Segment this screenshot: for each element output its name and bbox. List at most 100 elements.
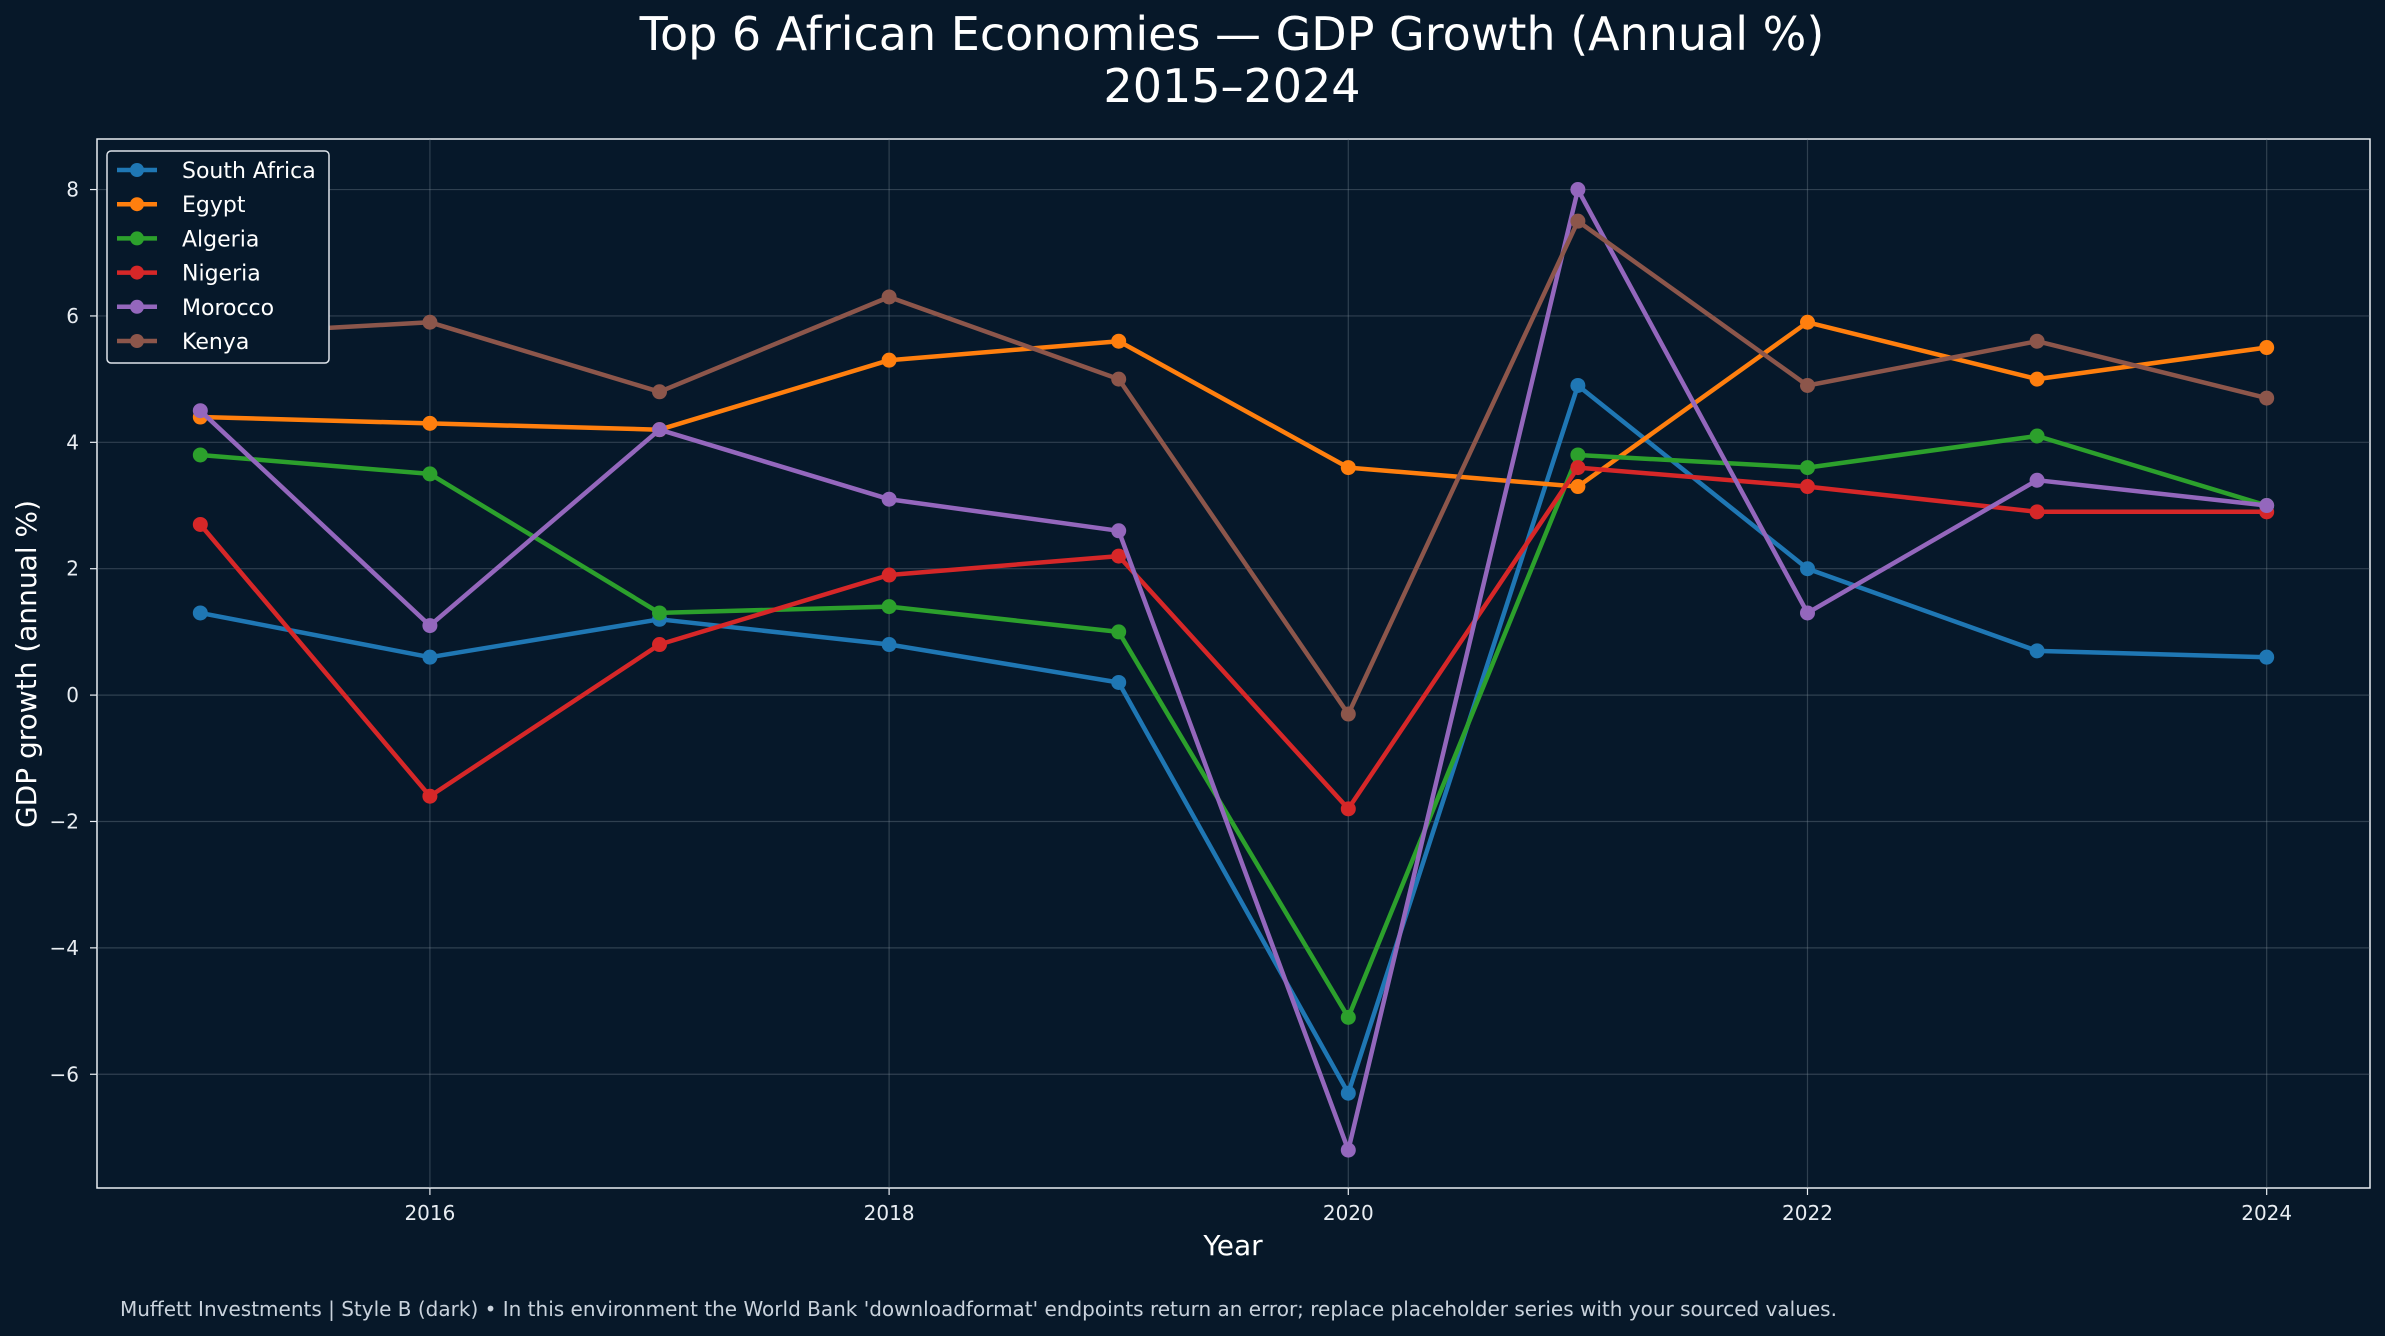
data-point-morocco[interactable]	[1799, 605, 1815, 621]
data-point-kenya[interactable]	[2029, 333, 2045, 349]
chart-title: Top 6 African Economies — GDP Growth (An…	[639, 7, 1825, 61]
series-kenya	[192, 213, 2275, 722]
y-tick-label: 2	[66, 557, 79, 581]
y-tick-label: 4	[66, 430, 79, 454]
data-point-nigeria[interactable]	[422, 788, 438, 804]
legend-item-kenya[interactable]: Kenya	[117, 330, 249, 355]
plot-area	[96, 138, 2371, 1189]
series-layer	[192, 182, 2275, 1158]
legend-frame	[106, 150, 330, 364]
series-line-morocco	[198, 187, 2269, 1153]
data-point-south-africa[interactable]	[422, 649, 438, 665]
data-point-kenya[interactable]	[1111, 371, 1127, 387]
data-point-south-africa[interactable]	[1111, 674, 1127, 690]
y-tick-label: −6	[50, 1062, 79, 1086]
data-point-kenya[interactable]	[1570, 213, 1586, 229]
x-tick-label: 2016	[404, 1201, 455, 1225]
legend-label: Morocco	[182, 296, 274, 321]
data-point-algeria[interactable]	[192, 447, 208, 463]
data-point-algeria[interactable]	[881, 599, 897, 615]
data-point-egypt[interactable]	[2029, 371, 2045, 387]
data-point-south-africa[interactable]	[192, 605, 208, 621]
data-point-egypt[interactable]	[2259, 340, 2275, 356]
legend-swatch-marker	[130, 231, 144, 246]
data-point-morocco[interactable]	[1570, 182, 1586, 198]
grid-lines	[97, 139, 2370, 1188]
data-point-algeria[interactable]	[422, 466, 438, 482]
x-axis-title: Year	[1202, 1229, 1263, 1262]
data-point-morocco[interactable]	[1111, 523, 1127, 539]
data-point-egypt[interactable]	[422, 415, 438, 431]
legend-label: Algeria	[182, 227, 259, 252]
y-axis-ticks: −6 −4 −2 0 2 4 6 8	[50, 178, 97, 1086]
data-point-algeria[interactable]	[2029, 428, 2045, 444]
data-point-nigeria[interactable]	[652, 637, 668, 653]
data-point-nigeria[interactable]	[1340, 801, 1356, 817]
legend-item-morocco[interactable]: Morocco	[117, 296, 274, 321]
legend-label: Nigeria	[182, 262, 261, 287]
data-point-kenya[interactable]	[1799, 377, 1815, 393]
data-point-morocco[interactable]	[881, 491, 897, 507]
data-point-egypt[interactable]	[1799, 314, 1815, 330]
data-point-algeria[interactable]	[652, 605, 668, 621]
data-point-algeria[interactable]	[1570, 447, 1586, 463]
x-tick-label: 2024	[2241, 1201, 2292, 1225]
data-point-nigeria[interactable]	[192, 516, 208, 532]
x-tick-label: 2020	[1323, 1201, 1374, 1225]
data-point-nigeria[interactable]	[1570, 460, 1586, 476]
data-point-kenya[interactable]	[881, 289, 897, 305]
y-tick-label: −2	[50, 809, 79, 833]
data-point-kenya[interactable]	[2259, 390, 2275, 406]
data-point-south-africa[interactable]	[2259, 649, 2275, 665]
x-tick-label: 2018	[864, 1201, 915, 1225]
data-point-south-africa[interactable]	[1570, 377, 1586, 393]
data-point-kenya[interactable]	[1340, 706, 1356, 722]
data-point-egypt[interactable]	[1570, 479, 1586, 495]
legend-swatch-marker	[130, 163, 144, 177]
footnote: Muffett Investments | Style B (dark) • I…	[120, 1297, 1837, 1321]
legend-item-algeria[interactable]: Algeria	[117, 227, 259, 252]
data-point-morocco[interactable]	[192, 403, 208, 419]
legend-swatch-marker	[130, 299, 144, 314]
data-point-morocco[interactable]	[1340, 1142, 1356, 1158]
legend[interactable]: South Africa Egypt Algeria Nigeria Morocco Ke…	[106, 150, 330, 364]
data-point-south-africa[interactable]	[2029, 643, 2045, 659]
data-point-morocco[interactable]	[2259, 498, 2275, 514]
data-point-nigeria[interactable]	[2029, 504, 2045, 520]
data-point-algeria[interactable]	[1799, 460, 1815, 476]
data-point-egypt[interactable]	[1340, 460, 1356, 476]
data-point-south-africa[interactable]	[881, 637, 897, 653]
legend-swatch-marker	[130, 265, 144, 280]
data-point-algeria[interactable]	[1111, 624, 1127, 640]
data-point-morocco[interactable]	[652, 422, 668, 438]
data-point-nigeria[interactable]	[1799, 479, 1815, 495]
legend-swatch-marker	[130, 334, 144, 348]
data-point-nigeria[interactable]	[1111, 548, 1127, 564]
y-tick-label: 0	[66, 683, 79, 707]
data-point-algeria[interactable]	[1340, 1009, 1356, 1025]
legend-item-south-africa[interactable]: South Africa	[117, 159, 316, 184]
legend-label: Kenya	[182, 330, 249, 355]
legend-item-egypt[interactable]: Egypt	[117, 193, 246, 218]
series-algeria	[192, 428, 2275, 1025]
legend-label: Egypt	[182, 193, 246, 218]
series-line-algeria	[198, 433, 2269, 1020]
data-point-egypt[interactable]	[1111, 333, 1127, 349]
series-morocco	[192, 182, 2275, 1158]
data-point-kenya[interactable]	[652, 384, 668, 400]
x-tick-label: 2022	[1782, 1201, 1833, 1225]
data-point-nigeria[interactable]	[881, 567, 897, 583]
series-nigeria	[192, 460, 2275, 817]
series-line-nigeria	[198, 465, 2269, 812]
data-point-egypt[interactable]	[881, 352, 897, 368]
data-point-kenya[interactable]	[422, 314, 438, 330]
data-point-morocco[interactable]	[2029, 472, 2045, 488]
y-tick-label: 8	[66, 178, 79, 202]
data-point-south-africa[interactable]	[1340, 1085, 1356, 1101]
legend-item-nigeria[interactable]: Nigeria	[117, 262, 261, 287]
x-axis-ticks: 2016 2018 2020 2022 2024	[404, 1188, 2292, 1225]
series-line-egypt	[198, 320, 2269, 489]
data-point-morocco[interactable]	[422, 618, 438, 634]
data-point-south-africa[interactable]	[1799, 561, 1815, 577]
